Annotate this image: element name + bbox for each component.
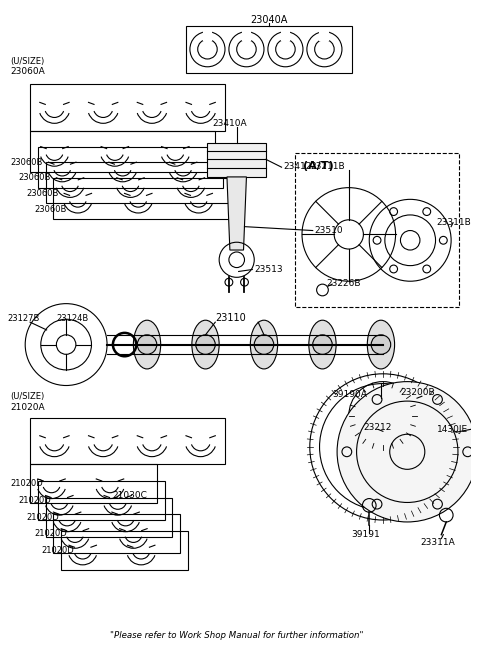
Circle shape [137, 335, 157, 354]
Bar [186, 26, 352, 73]
Bar [295, 153, 459, 306]
Circle shape [313, 335, 332, 354]
Ellipse shape [367, 320, 395, 369]
Text: 21020D: 21020D [26, 512, 59, 522]
Text: 23410A: 23410A [212, 119, 247, 128]
Text: 23124B: 23124B [56, 314, 89, 323]
Circle shape [337, 382, 478, 522]
Text: 23040A: 23040A [250, 15, 288, 25]
Text: 21020D: 21020D [11, 480, 43, 489]
Bar [207, 143, 266, 177]
Ellipse shape [192, 320, 219, 369]
Text: 23060B: 23060B [11, 158, 43, 167]
Text: (U/SIZE): (U/SIZE) [11, 392, 45, 401]
Text: 23510: 23510 [315, 226, 343, 235]
Text: 23513: 23513 [254, 265, 283, 274]
Text: 23110: 23110 [215, 314, 246, 323]
Text: 21020D: 21020D [34, 529, 67, 538]
Text: 21030C: 21030C [112, 491, 147, 500]
Text: 39190A: 39190A [332, 390, 367, 399]
Text: 23060B: 23060B [34, 205, 66, 214]
Text: 21020D: 21020D [42, 546, 74, 555]
Text: 23412: 23412 [284, 161, 312, 171]
Text: 23127B: 23127B [8, 314, 40, 323]
Text: 23212: 23212 [363, 423, 392, 432]
Text: 23311B: 23311B [436, 218, 471, 227]
Text: 23226B: 23226B [326, 279, 361, 288]
Text: 23200B: 23200B [400, 388, 435, 397]
Text: "Please refer to Work Shop Manual for further information": "Please refer to Work Shop Manual for fu… [110, 632, 363, 640]
Circle shape [196, 335, 215, 354]
Polygon shape [227, 177, 246, 250]
Circle shape [254, 335, 274, 354]
Circle shape [371, 335, 391, 354]
Text: 23060A: 23060A [11, 67, 45, 76]
Ellipse shape [309, 320, 336, 369]
Text: 23060B: 23060B [26, 189, 59, 198]
Ellipse shape [133, 320, 161, 369]
Text: 21020A: 21020A [11, 403, 45, 413]
Text: 1430JE: 1430JE [436, 425, 468, 434]
Text: 23060B: 23060B [18, 173, 51, 182]
Text: (A/T): (A/T) [303, 161, 334, 171]
Text: (U/SIZE): (U/SIZE) [11, 58, 45, 66]
Text: 39191: 39191 [352, 530, 381, 539]
Text: 23211B: 23211B [311, 161, 346, 171]
Text: 23311A: 23311A [420, 538, 455, 547]
Ellipse shape [251, 320, 277, 369]
Text: 21020D: 21020D [18, 496, 51, 505]
